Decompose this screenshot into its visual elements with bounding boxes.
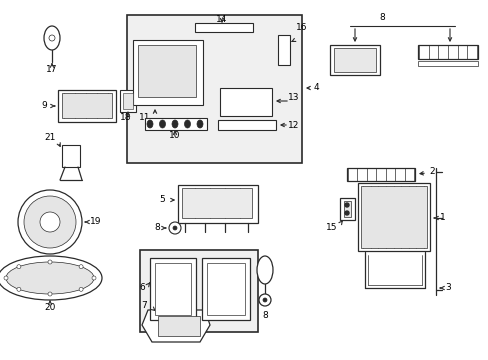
Bar bbox=[218, 120, 275, 130]
Polygon shape bbox=[142, 310, 209, 342]
Circle shape bbox=[169, 222, 181, 234]
Circle shape bbox=[40, 212, 60, 232]
Bar bbox=[145, 118, 206, 130]
Bar bbox=[329, 45, 379, 75]
Text: 14: 14 bbox=[216, 14, 227, 23]
Ellipse shape bbox=[147, 120, 153, 128]
Bar bbox=[178, 185, 258, 223]
Circle shape bbox=[259, 294, 270, 306]
Ellipse shape bbox=[172, 120, 178, 128]
Text: 8: 8 bbox=[378, 13, 384, 22]
Text: 7: 7 bbox=[141, 301, 146, 310]
Text: 18: 18 bbox=[120, 113, 131, 122]
Text: 11: 11 bbox=[139, 113, 150, 122]
Bar bbox=[138, 45, 196, 97]
Text: 8: 8 bbox=[262, 310, 267, 320]
Ellipse shape bbox=[6, 262, 94, 294]
Circle shape bbox=[18, 190, 82, 254]
Bar bbox=[62, 145, 80, 167]
Bar bbox=[417, 61, 477, 66]
Ellipse shape bbox=[184, 120, 190, 128]
Bar bbox=[360, 186, 426, 248]
Bar bbox=[158, 316, 200, 336]
Bar bbox=[155, 263, 191, 315]
Text: 1: 1 bbox=[439, 213, 445, 222]
Bar bbox=[417, 45, 477, 59]
Bar bbox=[357, 183, 429, 251]
Circle shape bbox=[345, 203, 348, 207]
Circle shape bbox=[17, 265, 21, 269]
Circle shape bbox=[48, 292, 52, 296]
Text: 2: 2 bbox=[428, 167, 434, 176]
Bar bbox=[62, 93, 112, 118]
Circle shape bbox=[49, 35, 55, 41]
Ellipse shape bbox=[257, 256, 272, 284]
Bar bbox=[182, 188, 251, 218]
Text: 5: 5 bbox=[159, 195, 164, 204]
Ellipse shape bbox=[44, 26, 60, 50]
Bar bbox=[120, 90, 136, 112]
Ellipse shape bbox=[159, 120, 165, 128]
Bar bbox=[195, 23, 252, 32]
Ellipse shape bbox=[0, 256, 102, 300]
Text: 12: 12 bbox=[288, 121, 299, 130]
Text: 6: 6 bbox=[139, 284, 144, 292]
Text: 4: 4 bbox=[312, 84, 318, 93]
Circle shape bbox=[4, 276, 8, 280]
Text: 9: 9 bbox=[41, 102, 47, 111]
Text: 10: 10 bbox=[169, 131, 181, 140]
Text: 21: 21 bbox=[44, 134, 56, 143]
Text: 13: 13 bbox=[287, 94, 299, 103]
Ellipse shape bbox=[197, 120, 203, 128]
Text: 20: 20 bbox=[44, 303, 56, 312]
Text: 17: 17 bbox=[46, 66, 58, 75]
Bar bbox=[346, 168, 414, 181]
Circle shape bbox=[79, 265, 83, 269]
Bar bbox=[339, 198, 354, 220]
Bar bbox=[206, 263, 244, 315]
Text: 16: 16 bbox=[296, 23, 307, 32]
Circle shape bbox=[345, 211, 348, 215]
Bar bbox=[123, 93, 133, 109]
Text: 8: 8 bbox=[154, 224, 160, 233]
Bar bbox=[278, 35, 289, 65]
Text: 15: 15 bbox=[325, 224, 337, 233]
Circle shape bbox=[173, 226, 177, 230]
Circle shape bbox=[24, 196, 76, 248]
Bar bbox=[333, 48, 375, 72]
Text: 19: 19 bbox=[90, 217, 102, 226]
Bar bbox=[150, 258, 196, 320]
Circle shape bbox=[79, 287, 83, 291]
Bar bbox=[220, 88, 271, 116]
Circle shape bbox=[17, 287, 21, 291]
Circle shape bbox=[263, 298, 266, 302]
Circle shape bbox=[92, 276, 96, 280]
Bar bbox=[343, 201, 350, 217]
Bar bbox=[140, 250, 258, 332]
Text: 3: 3 bbox=[444, 284, 450, 292]
Bar bbox=[127, 15, 302, 163]
Bar bbox=[202, 258, 249, 320]
Circle shape bbox=[48, 260, 52, 264]
Bar bbox=[58, 90, 116, 122]
Bar bbox=[133, 40, 203, 105]
